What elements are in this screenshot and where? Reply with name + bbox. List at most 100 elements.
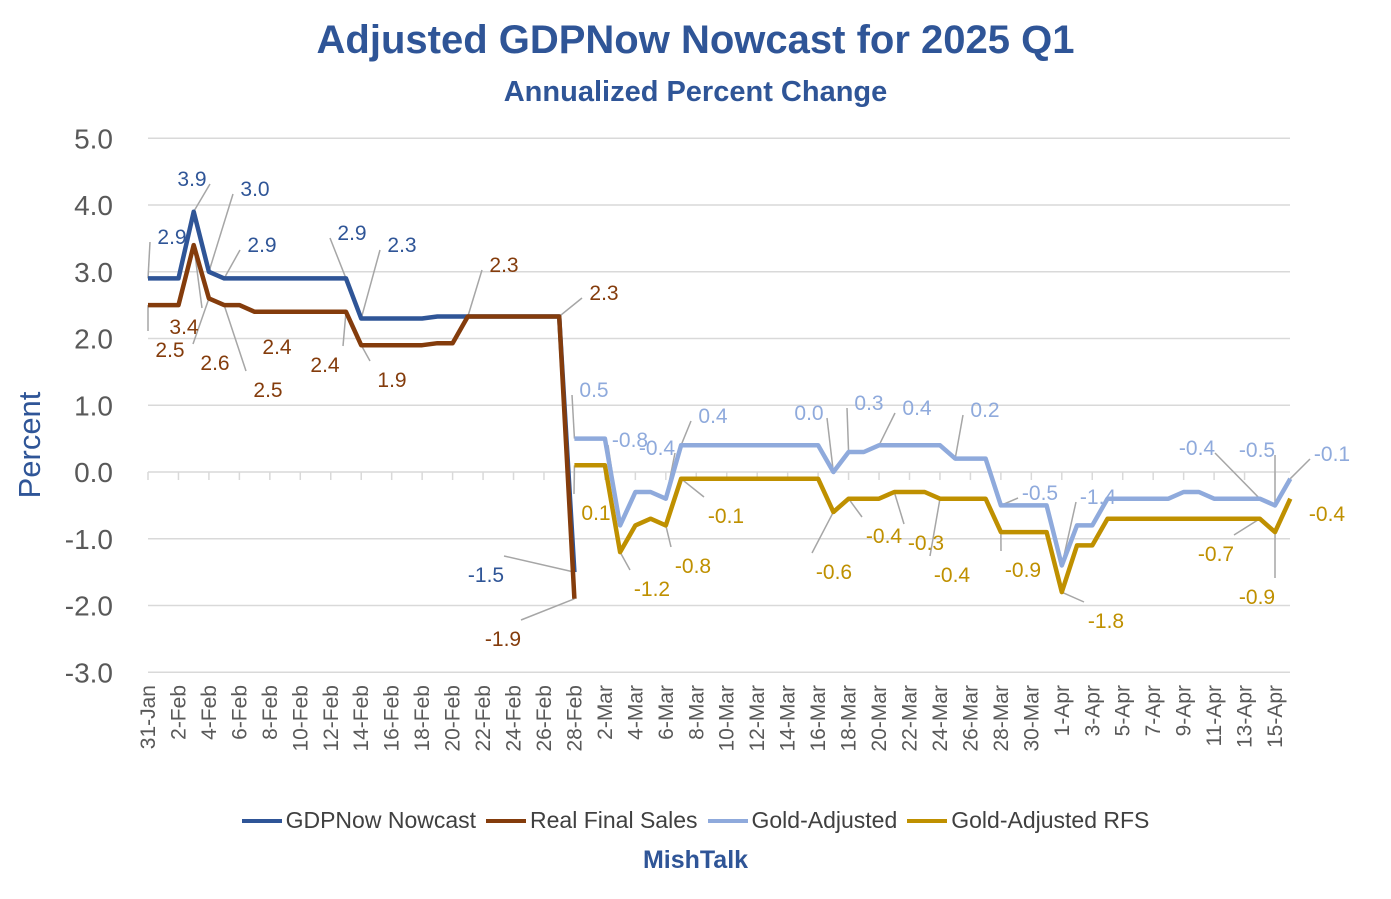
x-tick-label: 24-Mar bbox=[929, 685, 952, 752]
x-axis: 31-Jan 2-Feb 4-Feb 6-Feb 8-Feb 10-Feb 12-Feb 14… bbox=[137, 471, 1290, 752]
chart-title: Adjusted GDPNow Nowcast for 2025 Q1 bbox=[316, 18, 1075, 62]
data-label: 2.3 bbox=[387, 234, 416, 257]
data-label: -0.1 bbox=[1314, 443, 1350, 466]
y-tick-label: 4.0 bbox=[74, 190, 113, 221]
x-tick-label: 13-Apr bbox=[1234, 685, 1257, 748]
y-tick-label: -3.0 bbox=[65, 657, 113, 688]
data-label: 1.9 bbox=[377, 369, 406, 392]
leader-line bbox=[1233, 518, 1261, 536]
leader-line bbox=[811, 511, 835, 554]
leader-line bbox=[826, 417, 835, 473]
leader-line bbox=[208, 193, 234, 272]
data-label: -0.8 bbox=[612, 429, 648, 452]
series-lines bbox=[148, 209, 1293, 599]
leader-line bbox=[193, 183, 211, 213]
data-label: -0.5 bbox=[1239, 439, 1275, 462]
x-tick-label: 4-Feb bbox=[198, 685, 221, 740]
leader-line bbox=[223, 304, 247, 372]
data-label: 0.0 bbox=[794, 402, 823, 425]
legend-item: Real Final Sales bbox=[486, 807, 698, 834]
data-label: 2.9 bbox=[157, 226, 186, 249]
data-label: 2.3 bbox=[489, 254, 518, 277]
leader-line bbox=[571, 394, 576, 439]
data-label: 2.5 bbox=[155, 339, 184, 362]
x-tick-label: 14-Mar bbox=[777, 685, 800, 752]
x-tick-label: 20-Feb bbox=[442, 685, 465, 752]
legend-label: Real Final Sales bbox=[530, 807, 698, 833]
leader-line bbox=[223, 249, 241, 279]
x-tick-label: 12-Mar bbox=[746, 685, 769, 752]
x-tick-label: 18-Feb bbox=[411, 685, 434, 752]
y-tick-label: 2.0 bbox=[74, 324, 113, 355]
legend: GDPNow Nowcast Real Final Sales Gold-Adjus… bbox=[0, 807, 1391, 834]
source-credit: MishTalk bbox=[642, 846, 749, 874]
legend-swatch bbox=[907, 818, 948, 823]
x-tick-label: 28-Feb bbox=[563, 685, 586, 752]
x-tick-label: 9-Apr bbox=[1173, 685, 1196, 736]
y-axis-ticks: 5.0 4.0 3.0 2.0 1.0 0.0 -1.0 -2.0 -3.0 bbox=[65, 123, 113, 688]
data-label: -0.4 bbox=[639, 437, 676, 460]
x-tick-label: 16-Feb bbox=[381, 685, 404, 752]
leader-line bbox=[929, 498, 941, 557]
series-line-real-final-sales bbox=[148, 242, 577, 599]
y-axis-title: Percent bbox=[12, 391, 47, 498]
data-label: 0.2 bbox=[970, 399, 999, 422]
x-tick-label: 28-Mar bbox=[990, 685, 1013, 752]
x-tick-label: 8-Mar bbox=[685, 685, 708, 740]
x-tick-label: 14-Feb bbox=[350, 685, 373, 752]
legend-swatch bbox=[486, 818, 527, 823]
y-tick-label: 1.0 bbox=[74, 390, 113, 421]
legend-swatch bbox=[241, 818, 282, 823]
x-tick-label: 8-Feb bbox=[259, 685, 282, 740]
data-labels: 2.93.9 3.02.92.92.3-1.53.42.52.62.52.42.4… bbox=[155, 168, 1350, 651]
data-label: -0.3 bbox=[908, 532, 944, 555]
leader-line bbox=[619, 551, 631, 571]
legend-item: GDPNow Nowcast bbox=[241, 807, 477, 834]
x-tick-label: 26-Feb bbox=[533, 685, 556, 752]
data-label: -0.6 bbox=[816, 561, 852, 584]
leader-line bbox=[1214, 452, 1261, 500]
data-label: 0.4 bbox=[698, 405, 728, 428]
data-label: -0.5 bbox=[1022, 482, 1058, 505]
data-label: 2.3 bbox=[589, 282, 618, 305]
data-label: 0.3 bbox=[854, 392, 883, 415]
y-tick-label: -1.0 bbox=[65, 524, 113, 555]
data-label: 0.5 bbox=[579, 379, 608, 402]
legend-label: Gold-Adjusted RFS bbox=[951, 807, 1150, 833]
x-tick-label: 31-Jan bbox=[137, 685, 160, 749]
legend-item: Gold-Adjusted bbox=[707, 807, 897, 834]
leader-line bbox=[1061, 591, 1085, 603]
x-tick-label: 26-Mar bbox=[959, 685, 982, 752]
leader-line bbox=[147, 241, 151, 279]
leader-line bbox=[520, 598, 575, 621]
y-tick-label: 0.0 bbox=[74, 457, 113, 488]
x-tick-label: 16-Mar bbox=[807, 685, 830, 752]
leader-line bbox=[192, 298, 210, 345]
leader-line bbox=[680, 420, 692, 446]
x-tick-label: 11-Apr bbox=[1203, 685, 1226, 746]
x-tick-label: 10-Mar bbox=[716, 685, 739, 752]
x-tick-label: 24-Feb bbox=[503, 685, 526, 752]
legend-label: GDPNow Nowcast bbox=[285, 807, 477, 833]
leader-line bbox=[954, 414, 964, 459]
x-tick-label: 10-Feb bbox=[289, 685, 312, 752]
x-tick-label: 6-Mar bbox=[655, 685, 678, 740]
x-tick-label: 4-Mar bbox=[624, 685, 647, 740]
data-label: 2.9 bbox=[247, 234, 276, 257]
x-tick-label: 15-Apr bbox=[1264, 685, 1287, 748]
chart-subtitle: Annualized Percent Change bbox=[503, 76, 888, 108]
data-label: 2.4 bbox=[310, 354, 340, 377]
data-label: -0.4 bbox=[1309, 503, 1346, 526]
label-leader-lines bbox=[147, 183, 1311, 621]
data-label: 3.0 bbox=[240, 178, 269, 201]
data-label: 2.5 bbox=[253, 379, 282, 402]
data-label: -1.8 bbox=[1088, 610, 1124, 633]
x-tick-label: 7-Apr bbox=[1142, 685, 1165, 736]
x-tick-label: 3-Apr bbox=[1081, 685, 1104, 736]
leader-line bbox=[360, 249, 381, 319]
leader-line bbox=[665, 525, 672, 548]
leader-line bbox=[467, 269, 483, 317]
x-tick-label: 22-Mar bbox=[899, 685, 922, 752]
x-tick-label: 6-Feb bbox=[228, 685, 251, 740]
